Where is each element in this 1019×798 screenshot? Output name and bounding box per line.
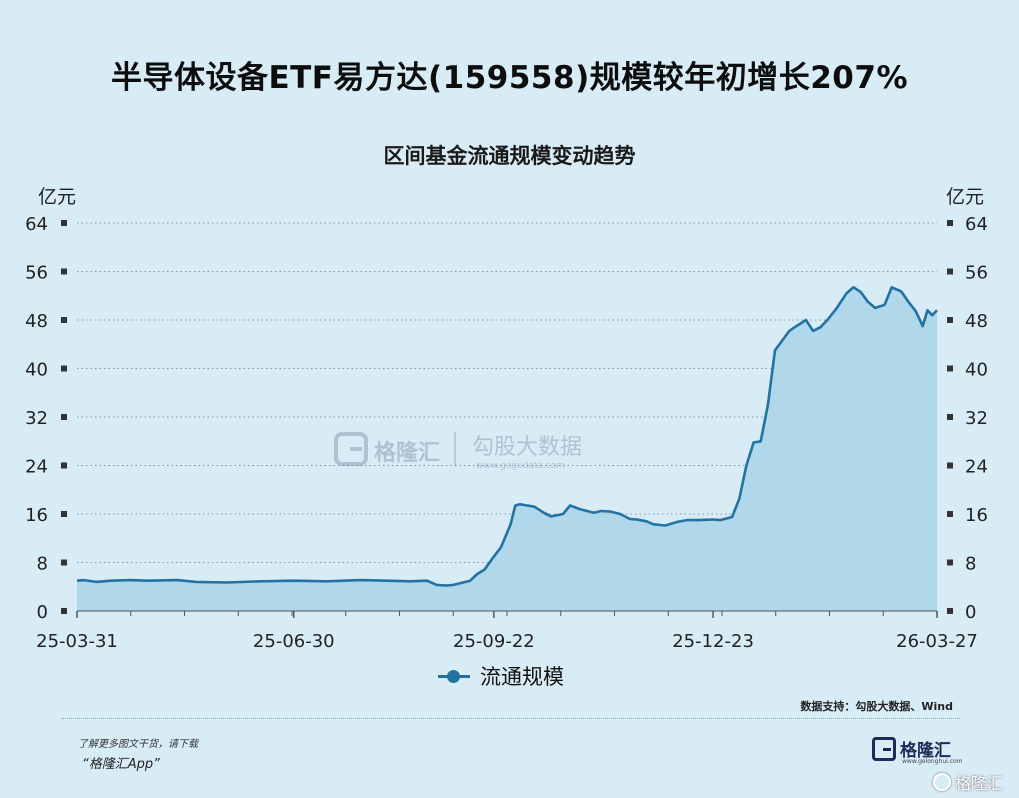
y-tick-marker-left — [61, 462, 67, 469]
series-layer — [76, 286, 938, 611]
legend-label: 流通规模 — [480, 665, 564, 689]
y-tick-label-left: 48 — [25, 311, 48, 332]
y-tick-marker-right — [947, 317, 953, 323]
axis-layer: 0 0 8 8 16 16 24 24 32 32 40 40 48 48 56 56 64 64 25-03-31… — [25, 214, 988, 652]
y-tick-marker-right — [947, 559, 953, 566]
chart-subtitle: 区间基金流通规模变动趋势 — [383, 144, 636, 168]
y-tick-marker-left — [61, 511, 67, 517]
y-tick-marker-right — [947, 220, 953, 226]
brand-name: 格隆汇 — [900, 741, 951, 761]
y-axis-unit-left: 亿元 — [38, 186, 77, 208]
corner-logo-icon — [933, 773, 951, 791]
series-line — [76, 286, 938, 587]
y-tick-marker-left — [61, 220, 67, 226]
footer-divider — [62, 718, 960, 719]
y-tick-marker-right — [947, 462, 953, 469]
y-tick-marker-right — [947, 608, 953, 614]
x-tick-label: 26-03-27 — [896, 631, 978, 652]
y-tick-marker-left — [61, 559, 67, 566]
promo-line-2: “格隆汇App” — [82, 757, 160, 772]
y-tick-marker-right — [947, 365, 953, 372]
y-tick-label-left: 40 — [25, 360, 48, 381]
watermark-partner: 勾股大数据 — [472, 435, 582, 460]
y-tick-marker-left — [61, 317, 67, 323]
y-tick-marker-right — [947, 414, 953, 420]
y-tick-label-right: 8 — [965, 554, 976, 575]
x-tick-label: 25-12-23 — [672, 631, 754, 652]
y-tick-label-right: 32 — [965, 408, 988, 429]
brand-logo-icon — [872, 736, 896, 761]
y-tick-label-left: 32 — [25, 408, 48, 429]
chart-area: 0 0 8 8 16 16 24 24 32 32 40 40 48 48 56 56 64 64 25-03-31… — [25, 214, 988, 652]
y-tick-label-left: 24 — [25, 457, 48, 478]
y-tick-label-right: 24 — [965, 457, 988, 478]
y-tick-marker-left — [61, 414, 67, 420]
y-axis-unit-right: 亿元 — [946, 186, 985, 208]
y-tick-label-left: 8 — [37, 554, 48, 575]
chart-legend: 流通规模 — [438, 662, 564, 690]
series-area — [77, 287, 937, 611]
line-dot-marker-icon — [438, 669, 470, 683]
x-tick-label: 25-09-22 — [453, 631, 535, 652]
watermark-brand: 格隆汇 — [374, 440, 440, 466]
brand-logo: 格隆汇 — [872, 736, 951, 761]
x-tick-label: 25-03-31 — [36, 631, 118, 652]
y-tick-marker-left — [61, 608, 67, 614]
corner-watermark-text: 格隆汇 — [955, 774, 1004, 793]
y-tick-label-right: 0 — [965, 602, 976, 623]
brand-url: www.gelonghui.com — [902, 758, 963, 765]
y-tick-label-left: 56 — [25, 263, 48, 284]
y-tick-label-left: 0 — [37, 602, 48, 623]
y-tick-label-left: 16 — [25, 505, 48, 526]
watermark-logo-bar — [350, 447, 362, 451]
x-tick-label: 25-06-30 — [253, 631, 335, 652]
watermark-logo-icon — [334, 432, 368, 466]
y-tick-label-right: 40 — [965, 360, 988, 381]
y-tick-marker-right — [947, 511, 953, 517]
y-tick-label-left: 64 — [25, 214, 48, 235]
promo-line-1: 了解更多图文干货，请下载 — [78, 739, 198, 750]
corner-watermark: 格隆汇 — [933, 770, 1003, 794]
watermark: 格隆汇 勾股大数据 www.gogudata.com — [334, 432, 582, 471]
y-tick-label-right: 16 — [965, 505, 988, 526]
y-tick-label-right: 48 — [965, 311, 988, 332]
y-tick-label-right: 64 — [965, 214, 988, 235]
y-tick-marker-left — [61, 365, 67, 372]
y-tick-marker-left — [61, 268, 67, 275]
y-tick-marker-right — [947, 268, 953, 275]
watermark-url: www.gogudata.com — [476, 461, 565, 471]
data-source: 数据支持：勾股大数据、Wind — [800, 700, 953, 713]
page-title: 半导体设备ETF易方达(159558)规模较年初增长207% — [110, 60, 909, 96]
y-tick-label-right: 56 — [965, 263, 988, 284]
